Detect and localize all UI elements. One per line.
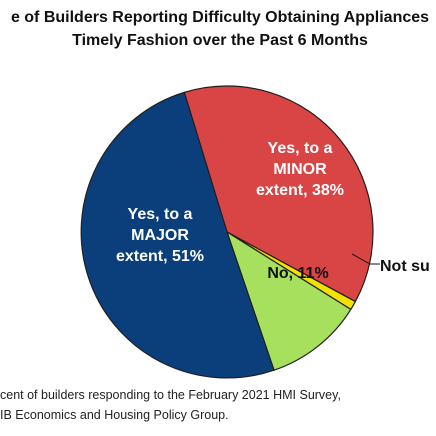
chart-title-line-1: e of Builders Reporting Difficulty Obtai…	[10, 9, 430, 26]
chart-title: e of Builders Reporting Difficulty Obtai…	[0, 6, 436, 52]
source-note-line-2: IB Economics and Housing Policy Group.	[0, 408, 229, 422]
pie-slice-yes-to-a-major-extent	[80, 91, 275, 379]
slice-label-1-line-1: Not su	[380, 258, 430, 275]
source-note-line-1: cent of builders responding to the Febru…	[0, 388, 341, 402]
source-note: cent of builders responding to the Febru…	[0, 385, 436, 425]
slice-label-2-line-1: No, 11%	[267, 265, 328, 282]
pie-slice-yes-to-a-minor-extent	[183, 85, 374, 303]
slice-label-3-line-1: Yes, to a	[128, 206, 193, 223]
slice-label-0-line-1: Yes, to a	[268, 140, 333, 157]
leader-line-not-sure	[351, 253, 380, 265]
slice-label-3-line-3: extent, 51%	[116, 248, 204, 265]
slice-label-3-line-2: MAJOR	[131, 227, 189, 244]
slice-label-0-line-2: MINOR	[273, 161, 327, 178]
pie-slice-no	[226, 231, 352, 371]
slice-label-0-line-3: extent, 38%	[256, 182, 344, 199]
chart-title-line-2: Timely Fashion over the Past 6 Months	[72, 32, 368, 49]
